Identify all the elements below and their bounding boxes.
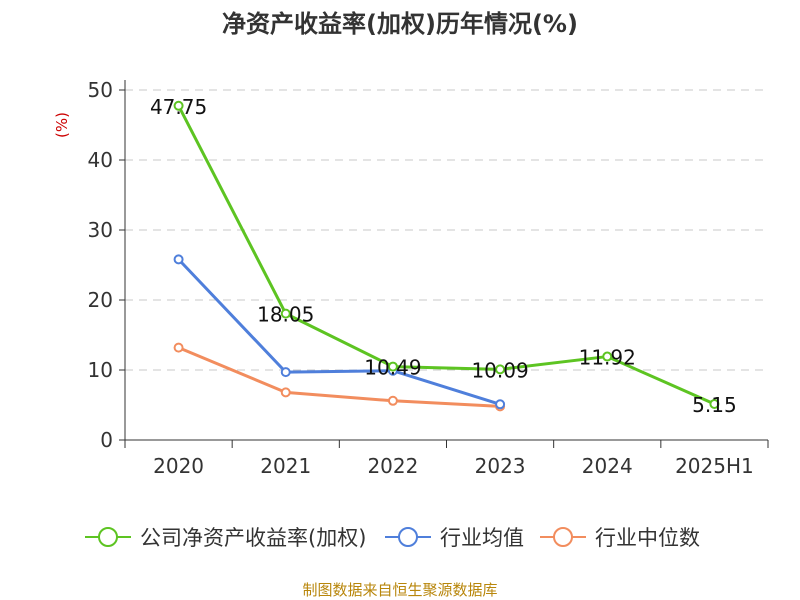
legend[interactable]: 公司净资产收益率(加权) 行业均值 行业中位数 — [85, 526, 700, 550]
series-line-1 — [177, 258, 501, 406]
series-point-1 — [280, 367, 291, 378]
chart-title: 净资产收益率(加权)历年情况(%) — [222, 10, 578, 38]
grid-lines — [125, 89, 768, 371]
data-label: 10.49 — [364, 356, 421, 380]
y-tick-label: 50 — [88, 78, 113, 102]
y-axis-unit: (%) — [53, 112, 71, 138]
legend-swatch-marker — [398, 527, 418, 547]
y-tick-label: 0 — [100, 428, 113, 452]
series-point-1 — [495, 399, 506, 410]
legend-label: 公司净资产收益率(加权) — [140, 526, 366, 550]
x-tick-label: 2021 — [260, 454, 311, 478]
legend-swatch-marker — [553, 527, 573, 547]
series-point-2 — [173, 342, 184, 353]
series-layer — [173, 100, 720, 412]
data-source: 制图数据来自恒生聚源数据库 — [302, 581, 497, 599]
series-point-0 — [280, 308, 291, 319]
series-line-2 — [178, 346, 501, 408]
series-point-2 — [387, 395, 398, 406]
x-tick-label: 2024 — [582, 454, 633, 478]
legend-label: 行业均值 — [440, 526, 524, 550]
x-tick-label: 2020 — [153, 454, 204, 478]
data-label: 18.05 — [257, 303, 314, 327]
series-point-0 — [387, 361, 398, 372]
series-point-1 — [173, 254, 184, 265]
data-label: 11.92 — [579, 346, 636, 370]
series-point-2 — [280, 387, 291, 398]
x-tick-label: 2025H1 — [675, 454, 754, 478]
y-tick-label: 20 — [88, 288, 113, 312]
series-point-0 — [709, 398, 720, 409]
x-tick-label: 2023 — [475, 454, 526, 478]
series-point-0 — [602, 351, 613, 362]
data-label: 10.09 — [471, 358, 528, 382]
y-tick-label: 40 — [88, 148, 113, 172]
legend-item-2[interactable]: 行业中位数 — [540, 526, 700, 550]
x-tick-label: 2022 — [367, 454, 418, 478]
data-label: 47.75 — [150, 95, 207, 119]
y-tick-label: 30 — [88, 218, 113, 242]
data-label: 5.15 — [692, 393, 737, 417]
series-line-0 — [177, 105, 716, 406]
legend-item-1[interactable]: 行业均值 — [385, 526, 524, 550]
series-point-0 — [173, 100, 184, 111]
legend-label: 行业中位数 — [595, 526, 700, 550]
axes: 0 10 20 30 40 50 2020 2021 2022 2023 2024 2025H1 — [88, 78, 769, 478]
legend-swatch-marker — [98, 527, 118, 547]
y-tick-label: 10 — [88, 358, 113, 382]
series-point-0 — [495, 364, 506, 375]
legend-item-0[interactable]: 公司净资产收益率(加权) — [85, 526, 366, 550]
data-labels: 47.75 18.05 10.49 10.09 11.92 5.15 — [150, 95, 737, 417]
